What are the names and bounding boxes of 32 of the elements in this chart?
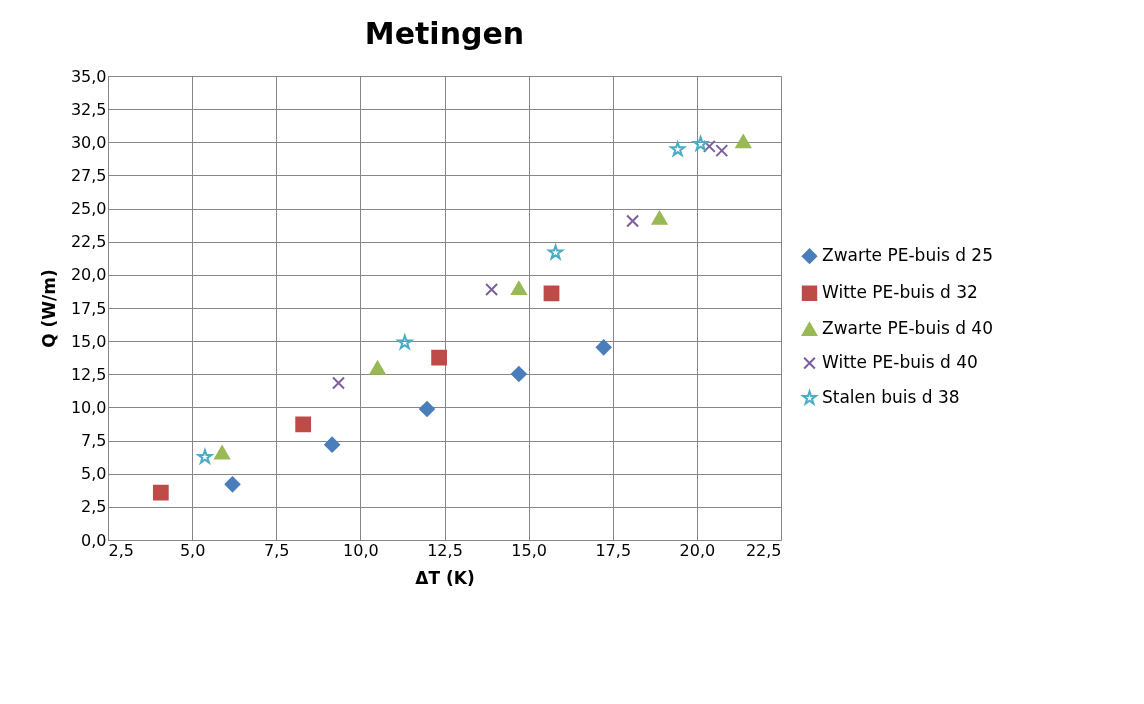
x-tick-label: 2,5 [108,540,134,560]
y-tick-label: 30,0 [70,132,107,152]
legend-label: Witte PE-buis d 40 [822,352,978,373]
y-tick-label: 0,0 [81,530,107,550]
x-tick-label: 10,0 [343,540,379,560]
y-tick-label: 15,0 [70,331,107,351]
y-tick-label: 17,5 [70,298,107,318]
y-tick-label: 5,0 [81,464,107,484]
y-tick-label: 2,5 [81,497,107,517]
x-tick-label: 12,5 [427,540,463,560]
y-tick-label: 7,5 [81,431,107,451]
legend-label: Zwarte PE-buis d 40 [822,318,993,339]
y-tick-label: 25,0 [70,199,107,219]
x-tick-label: 20,0 [679,540,716,560]
y-tick-label: 27,5 [70,165,107,185]
x-tick-label: 5,0 [179,540,206,560]
y-tick-label: 32,5 [70,99,107,119]
y-tick-label: 12,5 [70,364,107,384]
y-tick-label: 22,5 [70,232,107,252]
x-tick-label: 7,5 [264,540,290,560]
legend-label: Zwarte PE-buis d 25 [822,245,993,266]
x-tick-label: 15,0 [511,540,547,560]
x-tick-label: 22,5 [745,540,782,560]
y-tick-label: 35,0 [70,66,107,86]
y-tick-label: 10,0 [70,397,107,417]
y-axis-title: Q (W/m) [38,269,59,348]
legend-label: Stalen buis d 38 [822,387,960,408]
x-tick-label: 17,5 [595,540,632,560]
y-tick-label: 20,0 [70,265,107,285]
legend-label: Witte PE-buis d 32 [822,282,978,303]
x-axis-title: ΔT (K) [415,567,475,588]
chart-title: Metingen [364,16,525,51]
